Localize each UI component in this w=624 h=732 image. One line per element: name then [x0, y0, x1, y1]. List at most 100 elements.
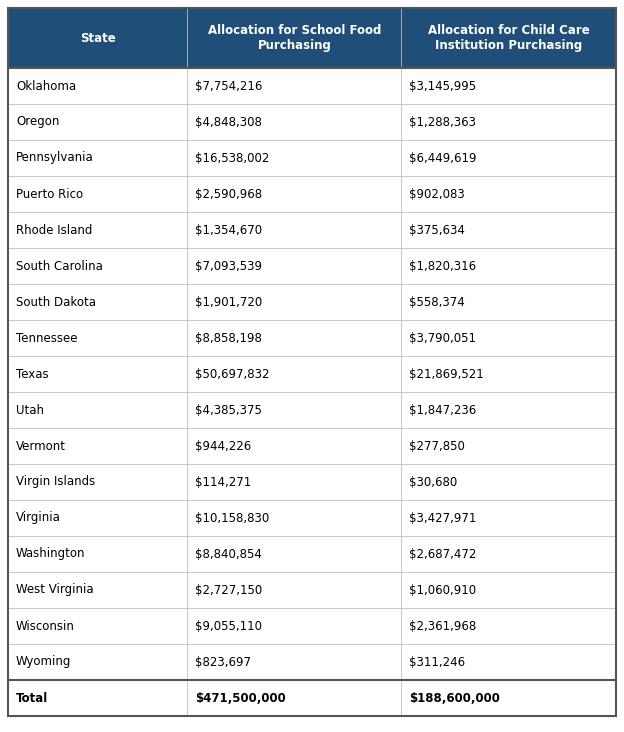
Text: $10,158,830: $10,158,830: [195, 512, 270, 525]
Text: Allocation for School Food
Purchasing: Allocation for School Food Purchasing: [208, 23, 381, 53]
Text: $1,820,316: $1,820,316: [409, 260, 477, 272]
Text: Allocation for Child Care
Institution Purchasing: Allocation for Child Care Institution Pu…: [428, 23, 590, 53]
Text: $1,288,363: $1,288,363: [409, 116, 476, 129]
Bar: [8, 212, 187, 248]
Text: $277,850: $277,850: [409, 439, 466, 452]
Text: $3,145,995: $3,145,995: [409, 80, 477, 92]
Text: Texas: Texas: [16, 367, 49, 381]
Bar: [187, 140, 401, 176]
Text: South Dakota: South Dakota: [16, 296, 96, 308]
Bar: [8, 104, 187, 140]
Text: Rhode Island: Rhode Island: [16, 223, 92, 236]
Text: Vermont: Vermont: [16, 439, 66, 452]
Text: Tennessee: Tennessee: [16, 332, 77, 345]
Bar: [401, 104, 616, 140]
Text: $9,055,110: $9,055,110: [195, 619, 262, 632]
Bar: [401, 680, 616, 716]
Bar: [187, 428, 401, 464]
Bar: [401, 644, 616, 680]
Bar: [8, 392, 187, 428]
Text: $8,858,198: $8,858,198: [195, 332, 262, 345]
Bar: [401, 8, 616, 68]
Bar: [187, 392, 401, 428]
Text: $7,754,216: $7,754,216: [195, 80, 263, 92]
Text: $7,093,539: $7,093,539: [195, 260, 262, 272]
Text: $1,060,910: $1,060,910: [409, 583, 477, 597]
Bar: [401, 428, 616, 464]
Bar: [187, 608, 401, 644]
Bar: [401, 176, 616, 212]
Text: $3,790,051: $3,790,051: [409, 332, 476, 345]
Bar: [8, 500, 187, 536]
Text: $471,500,000: $471,500,000: [195, 692, 286, 704]
Text: $3,427,971: $3,427,971: [409, 512, 477, 525]
Bar: [401, 284, 616, 320]
Text: South Carolina: South Carolina: [16, 260, 103, 272]
Text: $944,226: $944,226: [195, 439, 251, 452]
Bar: [187, 8, 401, 68]
Text: Total: Total: [16, 692, 48, 704]
Text: $1,354,670: $1,354,670: [195, 223, 263, 236]
Bar: [8, 644, 187, 680]
Bar: [8, 572, 187, 608]
Text: $2,361,968: $2,361,968: [409, 619, 477, 632]
Bar: [401, 500, 616, 536]
Bar: [187, 284, 401, 320]
Bar: [187, 464, 401, 500]
Bar: [8, 428, 187, 464]
Text: $188,600,000: $188,600,000: [409, 692, 500, 704]
Bar: [187, 572, 401, 608]
Bar: [401, 572, 616, 608]
Bar: [401, 68, 616, 104]
Text: Puerto Rico: Puerto Rico: [16, 187, 83, 201]
Text: $50,697,832: $50,697,832: [195, 367, 270, 381]
Text: $30,680: $30,680: [409, 476, 457, 488]
Bar: [401, 320, 616, 356]
Bar: [187, 104, 401, 140]
Text: $2,727,150: $2,727,150: [195, 583, 263, 597]
Bar: [8, 8, 187, 68]
Text: $4,385,375: $4,385,375: [195, 403, 262, 417]
Text: $1,847,236: $1,847,236: [409, 403, 477, 417]
Text: Oregon: Oregon: [16, 116, 59, 129]
Text: Pennsylvania: Pennsylvania: [16, 152, 94, 165]
Text: Virgin Islands: Virgin Islands: [16, 476, 95, 488]
Bar: [401, 356, 616, 392]
Bar: [8, 284, 187, 320]
Bar: [401, 536, 616, 572]
Text: $8,840,854: $8,840,854: [195, 548, 262, 561]
Bar: [401, 248, 616, 284]
Text: $823,697: $823,697: [195, 655, 251, 668]
Text: $558,374: $558,374: [409, 296, 465, 308]
Bar: [187, 644, 401, 680]
Text: Washington: Washington: [16, 548, 85, 561]
Bar: [187, 68, 401, 104]
Bar: [8, 320, 187, 356]
Text: Oklahoma: Oklahoma: [16, 80, 76, 92]
Bar: [401, 140, 616, 176]
Bar: [8, 536, 187, 572]
Text: Utah: Utah: [16, 403, 44, 417]
Bar: [187, 680, 401, 716]
Bar: [8, 176, 187, 212]
Text: $4,848,308: $4,848,308: [195, 116, 262, 129]
Bar: [8, 464, 187, 500]
Text: Wyoming: Wyoming: [16, 655, 71, 668]
Bar: [8, 140, 187, 176]
Bar: [401, 464, 616, 500]
Text: $114,271: $114,271: [195, 476, 251, 488]
Text: $2,590,968: $2,590,968: [195, 187, 263, 201]
Bar: [8, 680, 187, 716]
Bar: [8, 356, 187, 392]
Text: Virginia: Virginia: [16, 512, 61, 525]
Text: $6,449,619: $6,449,619: [409, 152, 477, 165]
Text: $375,634: $375,634: [409, 223, 466, 236]
Text: $16,538,002: $16,538,002: [195, 152, 270, 165]
Bar: [187, 320, 401, 356]
Text: $311,246: $311,246: [409, 655, 466, 668]
Bar: [187, 176, 401, 212]
Bar: [8, 248, 187, 284]
Text: West Virginia: West Virginia: [16, 583, 94, 597]
Text: $21,869,521: $21,869,521: [409, 367, 484, 381]
Bar: [187, 536, 401, 572]
